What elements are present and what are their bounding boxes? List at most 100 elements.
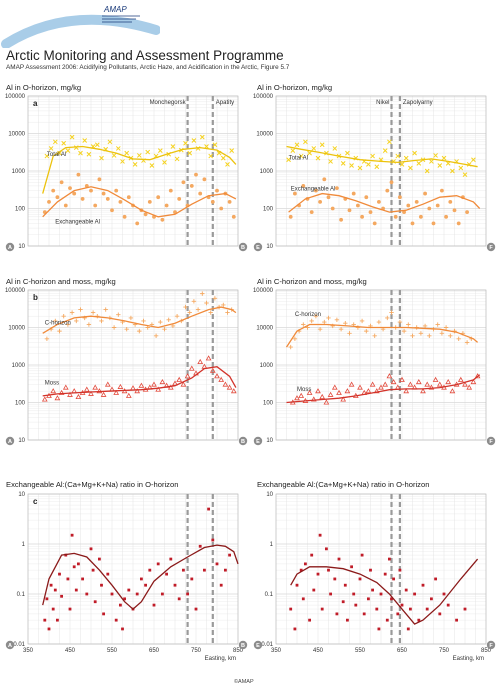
data-point-dot [135,221,140,226]
data-point-dot [194,172,198,177]
data-point-dot [51,188,56,193]
series-label: C-horizon [295,312,321,318]
row-title-r-right: Exchangeable Al:(Ca+Mg+K+Na) ratio in O-… [257,480,430,489]
data-point-x [399,162,405,167]
data-point-triangle [294,395,300,401]
data-point-x [395,153,401,159]
data-point-x [345,150,350,156]
x-tick-label: 350 [271,648,282,654]
data-point-dot [410,221,415,226]
data-point-dot [47,199,51,204]
plot-frame [27,493,239,645]
data-point-square [308,618,311,622]
data-point-triangle [470,378,477,385]
data-point-square [119,603,122,607]
data-point-plus [57,328,62,334]
data-point-dot [440,188,444,193]
data-point-triangle [344,388,351,394]
data-point-plus [317,327,323,332]
data-point-square [442,592,446,596]
transect-end-marker [486,640,496,650]
data-point-dot [423,191,427,196]
data-point-square [310,553,314,557]
data-point-triangle [159,378,166,385]
data-point-x [294,142,300,148]
x-tick-label: 850 [481,648,492,654]
data-point-square [371,588,374,592]
y-tick-label: 100 [15,401,26,407]
data-point-triangle [54,395,61,401]
data-point-square [207,507,210,511]
series-group: C-horizon Moss [41,291,237,402]
data-point-square [140,577,143,581]
data-point-dot [368,210,373,215]
data-point-triangle [386,373,393,379]
row-title-o-right: Al in O-horizon, mg/kg [257,83,333,92]
x-tick-label: 550 [107,648,118,654]
transect-end-label: F [489,643,493,649]
data-point-x [229,148,235,153]
data-point-square [409,607,412,611]
data-point-dot [227,199,232,204]
data-point-dot [231,214,236,219]
data-point-triangle [449,388,456,394]
data-point-square [110,592,114,596]
data-point-dot [63,203,68,208]
data-point-square [85,592,89,596]
data-point-plus [401,328,407,334]
data-point-square [169,557,173,561]
data-point-dot [168,188,173,193]
data-point-dot [68,186,72,190]
x-tick-label: 350 [23,648,34,654]
data-point-dot [318,199,322,204]
data-point-square [369,568,372,572]
data-point-square [304,562,307,566]
data-point-square [301,597,305,601]
data-point-x [311,146,317,151]
y-tick-label: 100000 [5,94,26,100]
data-point-square [320,607,324,611]
data-point-x [382,148,388,153]
data-point-x [199,134,205,140]
data-point-dot [202,177,207,182]
data-point-plus [385,315,390,321]
data-point-plus [355,325,361,330]
series-group: Total Al Exchangeable Al [286,139,481,226]
y-tick-label: 0.01 [261,642,273,648]
data-point-triangle [403,388,410,394]
data-point-square [93,600,97,604]
data-point-square [43,618,47,622]
data-point-x [57,150,62,156]
data-point-plus [372,333,377,339]
transect-end-label: E [256,439,260,445]
data-point-x [86,151,92,157]
data-point-square [182,568,185,572]
row-title-c-left: Al in C-horizon and moss, mg/kg [6,277,116,286]
data-point-square [312,588,316,592]
data-point-square [60,594,63,598]
data-point-plus [208,310,213,315]
data-point-dot [322,177,327,182]
panel-o-right: 10 100 1000 10000 100000 Nikel Zapolyarny E F [253,94,496,252]
data-point-plus [111,325,117,330]
data-point-square [379,592,383,596]
data-point-square [53,588,57,592]
data-point-dot [309,210,314,215]
data-point-square [68,607,72,611]
data-point-x [408,165,413,171]
data-point-plus [422,323,428,329]
y-tick-label: 1000 [260,169,274,175]
data-point-x [437,163,443,168]
y-tick-label: 10000 [256,326,273,332]
y-tick-label: 100 [263,207,274,213]
data-point-plus [137,328,142,334]
x-tick-label: 850 [233,648,244,654]
y-tick-label: 10 [266,244,273,250]
data-point-square [413,592,416,596]
data-point-x [462,172,468,177]
transect-end-label: B [241,245,245,251]
transect-end-marker [238,640,248,650]
data-point-x [191,138,197,143]
series-label: Exchangeable Al [55,219,100,225]
y-tick-label: 10 [266,438,273,444]
